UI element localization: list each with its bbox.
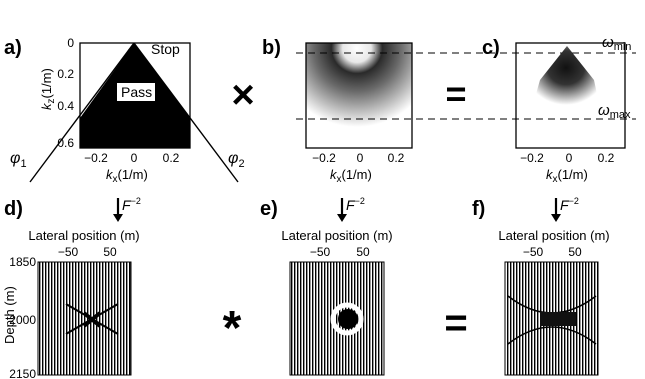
- c-frame: [515, 42, 626, 149]
- phi2-line: [133, 42, 239, 183]
- e-xlabel: Lateral position (m): [281, 228, 392, 243]
- c-xtick-1: 0: [566, 151, 573, 165]
- b-xtick-1: 0: [357, 151, 364, 165]
- panel-e-letter: e): [260, 198, 278, 220]
- d-xtick-0: −50: [58, 245, 79, 259]
- equals-operator-bottom: =: [444, 301, 467, 345]
- a-ylabel: kz(1/m): [39, 68, 57, 110]
- d-image: [38, 262, 131, 375]
- d-cross-pattern: [65, 303, 119, 335]
- panel-c: c) −0.2 0 0.2 kx(1/m) ωmin ωmax: [482, 34, 631, 185]
- a-ytick-0: 0: [67, 36, 74, 50]
- d-xtick-1: 50: [103, 245, 117, 259]
- f-force-label: F−2: [560, 196, 579, 213]
- c-image: [532, 46, 600, 108]
- e-halo: [330, 302, 364, 336]
- panel-f: f) F−2 Lateral position (m) −50 50: [472, 196, 610, 376]
- omega-min-label: ωmin: [602, 34, 631, 53]
- b-image: [306, 43, 412, 148]
- b-xtick-0: −0.2: [312, 151, 336, 165]
- d-force-label: F−2: [122, 196, 141, 213]
- pass-label-bg: [117, 83, 155, 101]
- f-bowtie-pattern: [507, 295, 597, 345]
- stop-label: Stop: [151, 41, 180, 57]
- a-xlabel: kx(1/m): [106, 167, 148, 185]
- a-xtick-0: −0.2: [84, 151, 108, 165]
- panel-c-letter: c): [482, 37, 500, 59]
- e-xtick-1: 50: [356, 245, 370, 259]
- a-ytick-3: 0.6: [57, 136, 74, 150]
- e-scatterer: [338, 309, 358, 329]
- f-xlabel: Lateral position (m): [498, 228, 609, 243]
- equals-operator-top: =: [445, 73, 466, 114]
- c-xtick-0: −0.2: [520, 151, 544, 165]
- f-force-arrowhead: [551, 214, 561, 222]
- panel-e: e) F−2 Lateral position (m) −50 50: [260, 196, 393, 376]
- panel-d-letter: d): [4, 198, 23, 220]
- phi1-label: φ1: [10, 150, 27, 170]
- d-ylabel: Depth (m): [2, 286, 17, 344]
- e-force-arrowhead: [337, 214, 347, 222]
- e-frame: [289, 261, 385, 376]
- convolve-operator: *: [223, 302, 242, 355]
- panel-f-letter: f): [472, 198, 485, 220]
- e-xtick-0: −50: [310, 245, 331, 259]
- panel-b: b) −0.2 0 0.2 kx(1/m): [262, 37, 413, 185]
- d-ytick-1: 2000: [9, 313, 36, 327]
- d-xlabel: Lateral position (m): [28, 228, 139, 243]
- panel-b-letter: b): [262, 37, 281, 59]
- d-ytick-2: 2150: [9, 367, 36, 379]
- b-xlabel: kx(1/m): [330, 167, 372, 185]
- d-force-arrowhead: [113, 214, 123, 222]
- a-ytick-2: 0.4: [57, 99, 74, 113]
- d-frame: [37, 261, 132, 376]
- f-frame: [504, 261, 599, 376]
- panel-d: d) F−2 Lateral position (m) −50 50 1850 …: [2, 196, 141, 379]
- b-xtick-2: 0.2: [388, 151, 405, 165]
- c-xtick-2: 0.2: [598, 151, 615, 165]
- f-xtick-1: 50: [568, 245, 582, 259]
- b-frame: [305, 42, 413, 149]
- a-xtick-1: 0: [131, 151, 138, 165]
- f-xtick-0: −50: [523, 245, 544, 259]
- multiply-operator: ×: [231, 73, 254, 117]
- panel-a: a) Pass Stop 0 0.2 0.4 0.6 kz(1/m) −0.2 …: [4, 36, 245, 185]
- a-ytick-1: 0.2: [57, 67, 74, 81]
- omega-max-label: ωmax: [598, 102, 631, 121]
- pass-label: Pass: [121, 84, 152, 100]
- e-force-label: F−2: [346, 196, 365, 213]
- phi1-line: [29, 42, 135, 183]
- a-xtick-2: 0.2: [163, 151, 180, 165]
- panel-a-letter: a): [4, 37, 22, 59]
- phi2-label: φ2: [228, 150, 245, 170]
- c-xlabel: kx(1/m): [546, 167, 588, 185]
- d-ytick-0: 1850: [9, 255, 36, 269]
- e-image: [290, 262, 384, 375]
